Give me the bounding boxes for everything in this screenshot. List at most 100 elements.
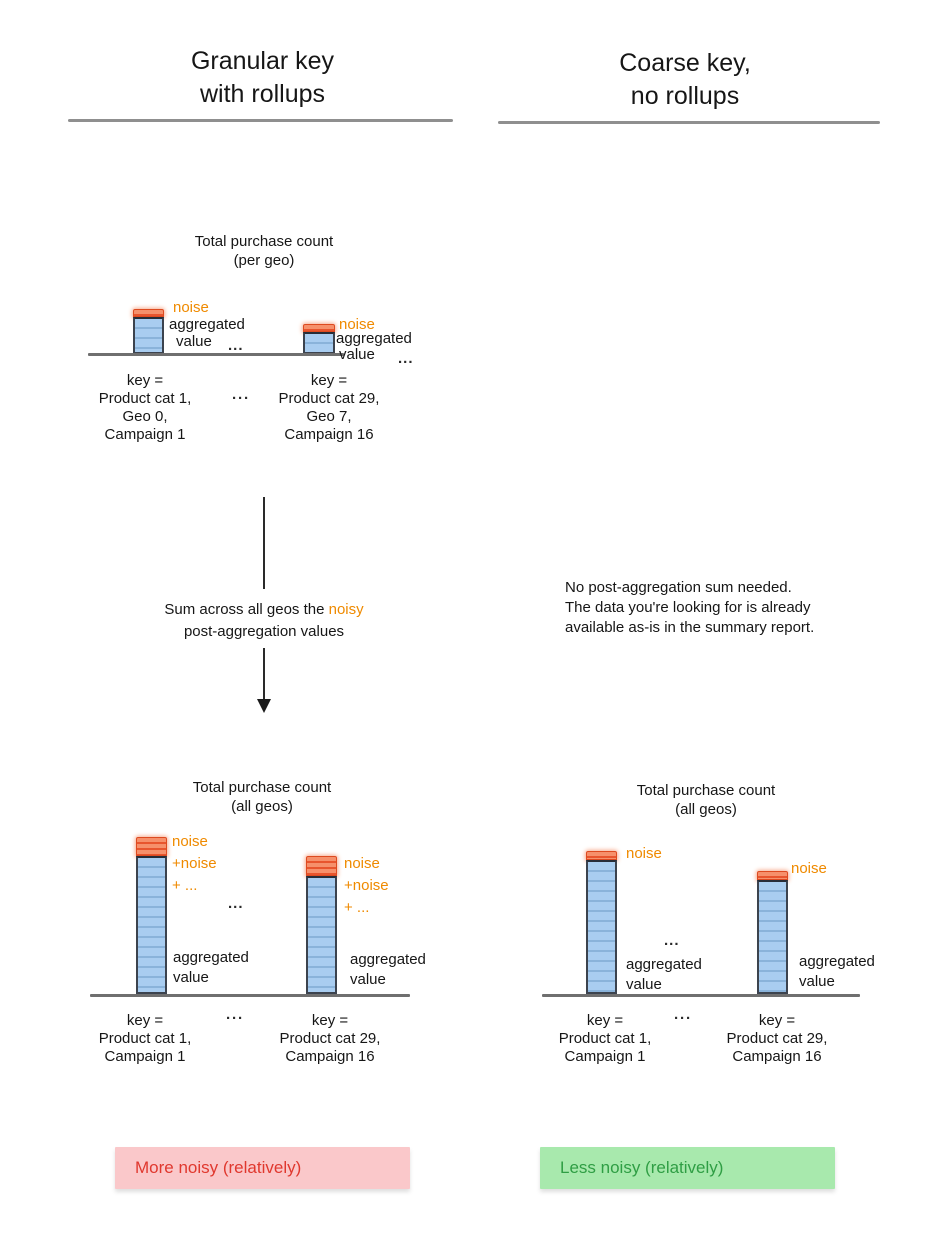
top-left-title-line1: Total purchase count — [194, 233, 334, 250]
key-label: key = Product cat 1, Campaign 1 — [85, 1012, 205, 1066]
bar-noise-cap — [757, 871, 788, 880]
key-line: Product cat 1, — [558, 1030, 652, 1047]
bar-blue-segment — [303, 332, 335, 354]
key-line: Product cat 29, — [726, 1030, 828, 1047]
sum-instruction-line2: post-aggregation values — [183, 623, 345, 640]
plus-noise-label: +noise — [344, 877, 389, 894]
key-line: key = — [310, 372, 348, 389]
sum-instruction-text: Sum across all geos the noisy post-aggre… — [144, 599, 384, 643]
value-label: value — [799, 973, 835, 990]
key-line: Product cat 1, — [98, 390, 192, 407]
less-noisy-label: Less noisy (relatively) — [560, 1158, 724, 1177]
bottom-right-title-line2: (all geos) — [675, 801, 737, 818]
aggregated-value-label: aggregated value — [626, 955, 702, 995]
sum-text-noisy: noisy — [328, 601, 364, 618]
bar-blue-segment — [757, 880, 788, 994]
key-label: key = Product cat 29, Campaign 16 — [710, 1012, 844, 1066]
bottom-left-axis-baseline — [90, 994, 410, 997]
bar-noise-cap — [136, 837, 167, 856]
top-left-chart-title: Total purchase count (per geo) — [164, 232, 364, 270]
ellipsis: ··· — [226, 1010, 244, 1027]
noise-sum-label: noise +noise + ... — [172, 831, 217, 897]
key-line: Campaign 1 — [104, 1048, 186, 1065]
top-left-title-line2: (per geo) — [233, 252, 295, 269]
ellipsis: ··· — [674, 1010, 692, 1027]
bottom-right-title-line1: Total purchase count — [636, 782, 776, 799]
bar-noise-cap — [306, 856, 337, 876]
value-label: value — [339, 346, 375, 363]
left-header-line2: with rollups — [199, 80, 326, 108]
ellipsis: ... — [664, 932, 680, 949]
no-sum-needed-note: No post-aggregation sum needed. The data… — [565, 578, 814, 638]
arrow-head-icon — [257, 699, 271, 713]
note-line1: No post-aggregation sum needed. — [565, 579, 792, 596]
plus-ellipsis-label: + ... — [344, 899, 370, 916]
ellipsis: ... — [228, 337, 244, 354]
noise-label: noise — [344, 855, 380, 872]
key-line: key = — [311, 1012, 349, 1029]
key-line: key = — [758, 1012, 796, 1029]
bottom-right-chart-title: Total purchase count (all geos) — [606, 781, 806, 819]
bottom-right-axis-baseline — [542, 994, 860, 997]
bar-noise-cap — [586, 851, 617, 860]
bottom-left-title-line2: (all geos) — [231, 798, 293, 815]
bar-blue-segment — [306, 876, 337, 994]
sum-text-pre: Sum across all geos the — [164, 601, 329, 618]
bar-blue-segment — [136, 856, 167, 994]
key-line: Product cat 29, — [279, 1030, 381, 1047]
note-line2: The data you're looking for is already — [565, 599, 811, 616]
less-noisy-badge: Less noisy (relatively) — [540, 1147, 835, 1189]
more-noisy-badge: More noisy (relatively) — [115, 1147, 410, 1189]
aggregated-label: aggregated — [336, 330, 412, 347]
more-noisy-label: More noisy (relatively) — [135, 1158, 302, 1177]
aggregated-value-label: aggregated value — [350, 950, 426, 990]
ellipsis: ... — [228, 895, 244, 912]
key-line: Product cat 1, — [98, 1030, 192, 1047]
bottom-left-title-line1: Total purchase count — [192, 779, 332, 796]
key-line: key = — [126, 1012, 164, 1029]
noise-label: noise — [791, 860, 827, 877]
value-label: value — [626, 976, 662, 993]
bar-noise-cap — [303, 324, 335, 332]
aggregated-label: aggregated — [350, 951, 426, 968]
key-line: Product cat 29, — [278, 390, 380, 407]
note-line3: available as-is in the summary report. — [565, 619, 815, 636]
noise-label: noise — [626, 845, 662, 862]
bottom-left-chart-title: Total purchase count (all geos) — [162, 778, 362, 816]
key-label: key = Product cat 1, Geo 0, Campaign 1 — [85, 372, 205, 444]
aggregated-label: aggregated — [169, 316, 245, 333]
sum-instruction-line1: Sum across all geos the noisy — [144, 599, 384, 621]
noise-sum-label: noise +noise + ... — [344, 853, 389, 919]
key-line: Campaign 1 — [564, 1048, 646, 1065]
key-label: key = Product cat 1, Campaign 1 — [545, 1012, 665, 1066]
key-line: Geo 7, — [306, 408, 352, 425]
right-header-line1: Coarse key, — [619, 49, 751, 77]
key-label: key = Product cat 29, Geo 7, Campaign 16 — [262, 372, 396, 444]
aggregated-label: aggregated — [626, 956, 702, 973]
right-header-rule — [498, 121, 880, 124]
right-header-line2: no rollups — [630, 82, 740, 110]
ellipsis: ... — [398, 350, 414, 367]
left-header-rule — [68, 119, 453, 122]
ellipsis: ··· — [232, 390, 250, 407]
key-label: key = Product cat 29, Campaign 16 — [263, 1012, 397, 1066]
key-line: Campaign 1 — [104, 426, 186, 443]
key-line: Campaign 16 — [285, 1048, 375, 1065]
value-label: value — [173, 969, 209, 986]
bar-blue-segment — [133, 317, 164, 354]
right-column-header: Coarse key, no rollups — [490, 47, 880, 113]
flow-arrow-upper-line — [263, 497, 265, 589]
left-column-header: Granular key with rollups — [70, 45, 455, 111]
bar-blue-segment — [586, 860, 617, 994]
flow-arrow-lower-line — [263, 648, 265, 700]
left-header-line1: Granular key — [190, 47, 335, 75]
key-line: key = — [126, 372, 164, 389]
aggregated-label: aggregated — [799, 953, 875, 970]
value-label: value — [350, 971, 386, 988]
plus-ellipsis-label: + ... — [172, 877, 198, 894]
aggregated-label: aggregated — [173, 949, 249, 966]
noise-label: noise — [172, 833, 208, 850]
noise-label: noise — [339, 316, 375, 333]
aggregated-value-label: aggregated value — [173, 948, 249, 988]
